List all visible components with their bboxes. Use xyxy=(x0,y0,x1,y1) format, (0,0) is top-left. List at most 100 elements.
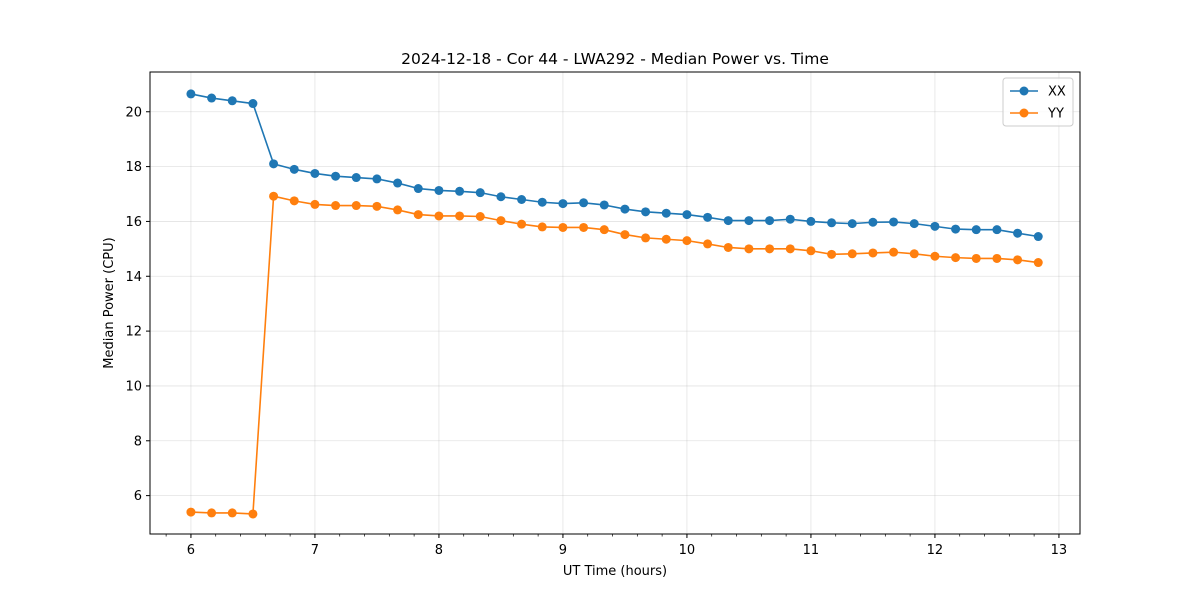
legend-marker-xx xyxy=(1019,86,1029,96)
series-layer xyxy=(186,89,1043,519)
y-tick-label: 20 xyxy=(125,105,142,120)
data-point-yy xyxy=(723,242,733,252)
data-point-yy xyxy=(269,191,279,201)
legend-marker-yy xyxy=(1019,108,1029,118)
data-point-xx xyxy=(868,217,878,227)
data-point-yy xyxy=(909,249,919,259)
data-point-xx xyxy=(992,225,1002,235)
data-point-xx xyxy=(682,210,692,220)
data-point-xx xyxy=(661,208,671,218)
data-point-xx xyxy=(496,192,506,202)
data-point-yy xyxy=(372,201,382,211)
data-point-xx xyxy=(1033,232,1043,242)
data-point-yy xyxy=(889,247,899,257)
data-point-yy xyxy=(475,211,485,221)
data-point-yy xyxy=(971,253,981,263)
y-tick-label: 14 xyxy=(125,270,142,285)
chart-title: 2024-12-18 - Cor 44 - LWA292 - Median Po… xyxy=(401,50,829,68)
x-axis-label: UT Time (hours) xyxy=(563,564,667,579)
series-xx xyxy=(186,89,1043,242)
data-point-xx xyxy=(186,89,196,99)
x-tick-label: 8 xyxy=(435,543,443,558)
data-point-xx xyxy=(372,174,382,184)
data-point-xx xyxy=(785,214,795,224)
data-point-xx xyxy=(951,224,961,234)
data-point-yy xyxy=(765,244,775,254)
data-point-xx xyxy=(765,216,775,226)
data-point-yy xyxy=(248,509,258,519)
data-point-xx xyxy=(806,216,816,226)
data-point-xx xyxy=(971,225,981,235)
data-point-xx xyxy=(310,168,320,178)
legend-label-xx: XX xyxy=(1048,85,1066,100)
data-point-yy xyxy=(517,219,527,229)
data-point-xx xyxy=(207,93,217,103)
data-point-yy xyxy=(413,210,423,220)
x-tick-label: 7 xyxy=(311,543,319,558)
data-point-yy xyxy=(641,233,651,243)
data-point-yy xyxy=(620,230,630,240)
data-point-yy xyxy=(785,244,795,254)
y-tick-label: 16 xyxy=(125,215,142,230)
y-tick-label: 10 xyxy=(125,379,142,394)
data-point-yy xyxy=(558,222,568,232)
data-point-yy xyxy=(661,234,671,244)
data-point-yy xyxy=(537,222,547,232)
data-point-xx xyxy=(434,185,444,195)
data-point-xx xyxy=(703,212,713,222)
data-point-yy xyxy=(744,244,754,254)
y-tick-label: 8 xyxy=(134,434,142,449)
x-tick-label: 9 xyxy=(559,543,567,558)
data-point-xx xyxy=(331,171,341,181)
data-point-yy xyxy=(186,507,196,517)
data-point-yy xyxy=(951,253,961,263)
data-point-xx xyxy=(744,216,754,226)
data-point-yy xyxy=(496,216,506,226)
data-point-yy xyxy=(310,199,320,209)
data-point-xx xyxy=(248,99,258,109)
data-point-xx xyxy=(455,186,465,196)
data-point-xx xyxy=(827,218,837,228)
data-point-xx xyxy=(269,159,279,169)
data-point-yy xyxy=(434,211,444,221)
y-axis-label: Median Power (CPU) xyxy=(102,237,117,368)
data-point-xx xyxy=(599,200,609,210)
data-point-yy xyxy=(992,253,1002,263)
data-point-xx xyxy=(475,188,485,198)
data-point-xx xyxy=(289,164,299,174)
data-point-yy xyxy=(930,251,940,261)
data-point-xx xyxy=(930,221,940,231)
data-point-yy xyxy=(703,239,713,249)
data-point-yy xyxy=(868,248,878,258)
data-point-yy xyxy=(227,508,237,518)
data-point-xx xyxy=(393,178,403,188)
data-point-yy xyxy=(207,508,217,518)
y-axis: 6 8 10 12 14 16 18 20 xyxy=(125,105,150,504)
data-point-yy xyxy=(1013,255,1023,265)
legend: XX YY xyxy=(1002,77,1074,127)
y-tick-label: 6 xyxy=(134,489,142,504)
data-point-yy xyxy=(351,201,361,211)
data-point-yy xyxy=(806,246,816,256)
y-tick-label: 12 xyxy=(125,325,142,340)
y-tick-label: 18 xyxy=(125,160,142,175)
data-point-yy xyxy=(393,205,403,215)
legend-label-yy: YY xyxy=(1047,107,1064,122)
data-point-yy xyxy=(599,225,609,235)
data-point-xx xyxy=(620,204,630,214)
x-tick-label: 10 xyxy=(679,543,696,558)
data-point-yy xyxy=(331,201,341,211)
x-tick-label: 13 xyxy=(1051,543,1068,558)
data-point-xx xyxy=(227,96,237,106)
series-yy xyxy=(186,191,1043,519)
data-point-xx xyxy=(558,199,568,209)
plot-frame xyxy=(149,71,1081,535)
data-point-yy xyxy=(1033,258,1043,268)
data-point-xx xyxy=(351,173,361,183)
data-point-yy xyxy=(579,222,589,232)
data-point-yy xyxy=(682,236,692,246)
data-point-yy xyxy=(847,249,857,259)
x-tick-label: 11 xyxy=(803,543,820,558)
